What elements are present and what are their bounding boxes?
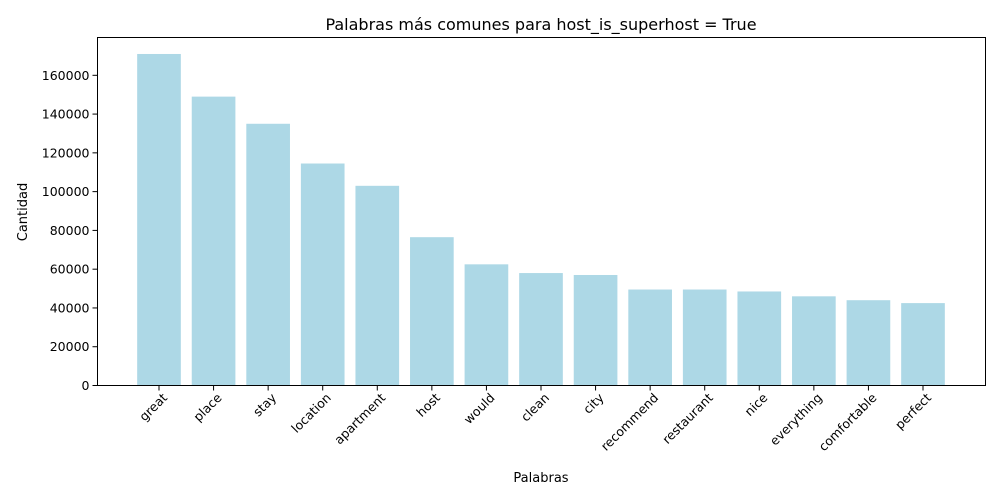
- bar-location: [300, 163, 345, 386]
- x-tick-label: everything: [767, 390, 825, 448]
- y-axis: 0 20000 40000 60000 80000 100000 120000 140000 1…: [42, 68, 98, 393]
- x-tick-label: city: [580, 390, 607, 417]
- bar-everything: [792, 296, 836, 386]
- y-tick-label: 60000: [50, 262, 90, 277]
- x-tick-label: recommend: [598, 390, 662, 454]
- bars-group: [137, 53, 945, 386]
- x-tick-label: location: [288, 390, 334, 436]
- x-tick-label: stay: [250, 390, 280, 420]
- x-tick-label: perfect: [892, 390, 934, 432]
- bar-host: [410, 237, 454, 386]
- bar-stay: [246, 123, 290, 386]
- x-tick-label: clean: [518, 390, 552, 424]
- bar-would: [464, 264, 509, 386]
- y-tick-label: 80000: [50, 223, 90, 238]
- y-tick-label: 100000: [42, 184, 90, 199]
- x-axis-label: Palabras: [513, 471, 568, 486]
- bar-great: [137, 53, 181, 386]
- bar-city: [573, 274, 618, 386]
- x-tick-label: great: [136, 390, 170, 424]
- x-tick-label: comfortable: [816, 390, 880, 454]
- plot-frame: [97, 37, 986, 386]
- x-tick-label: apartment: [331, 390, 388, 447]
- x-tick-label: place: [190, 390, 225, 425]
- y-tick-label: 140000: [42, 107, 90, 122]
- bar-restaurant: [682, 289, 727, 386]
- x-tick-label: nice: [741, 390, 770, 419]
- chart-title: Palabras más comunes para host_is_superh…: [325, 15, 756, 35]
- bar-comfortable: [846, 300, 891, 386]
- bar-apartment: [355, 185, 400, 386]
- y-tick-label: 40000: [50, 300, 90, 315]
- x-tick-label: restaurant: [659, 390, 716, 447]
- y-axis-label: Cantidad: [16, 183, 31, 241]
- x-tick-label: would: [461, 390, 498, 427]
- x-tick-label: host: [413, 390, 443, 420]
- y-tick-label: 160000: [42, 68, 90, 83]
- bar-clean: [519, 273, 563, 386]
- bar-perfect: [901, 303, 945, 386]
- bar-nice: [737, 291, 782, 386]
- y-tick-label: 0: [82, 378, 90, 393]
- y-tick-label: 120000: [42, 145, 90, 160]
- y-tick-label: 20000: [50, 339, 90, 354]
- bar-recommend: [628, 289, 672, 386]
- bar-place: [191, 96, 236, 386]
